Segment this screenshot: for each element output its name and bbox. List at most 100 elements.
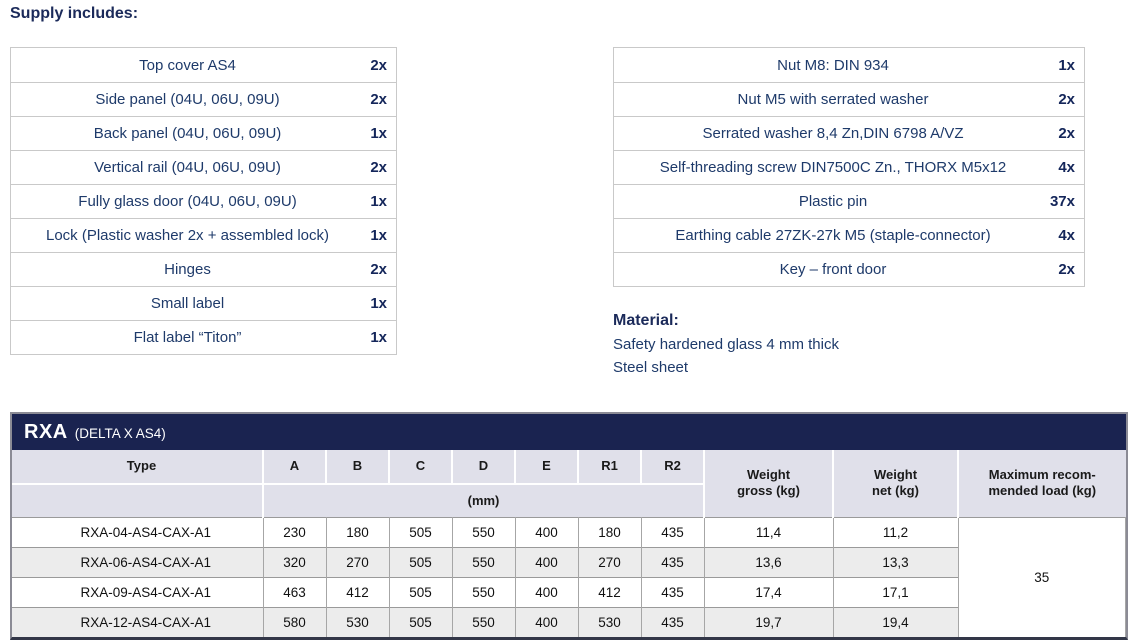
supply-row: Self-threading screw DIN7500C Zn., THORX…	[614, 150, 1084, 184]
supply-includes-heading: Supply includes:	[10, 5, 139, 22]
supply-row: Hinges 2x	[11, 252, 396, 286]
supply-row: Fully glass door (04U, 06U, 09U) 1x	[11, 184, 396, 218]
supply-item-qty: 2x	[1058, 261, 1075, 278]
supply-item-label: Plastic pin	[798, 193, 868, 210]
value-cell: 505	[389, 606, 453, 637]
value-cell: 400	[515, 576, 579, 607]
table-row: RXA-09-AS4-CAX-A1 463 412 505 550 400 412 435 17…	[12, 576, 1126, 607]
supply-item-qty: 1x	[370, 193, 387, 210]
supply-item-label: Flat label “Titon”	[133, 329, 242, 346]
value-cell: 505	[389, 516, 453, 547]
supply-row: Top cover AS4 2x	[11, 48, 396, 82]
supply-row: Vertical rail (04U, 06U, 09U) 2x	[11, 150, 396, 184]
max-load-cell: 35	[958, 516, 1126, 637]
value-cell: 412	[578, 576, 642, 607]
rxa-table: RXA (DELTA X AS4) Type A B C D E R1 R2	[10, 412, 1128, 640]
material-line: Steel sheet	[613, 359, 689, 376]
value-cell: 505	[389, 576, 453, 607]
column-header-r2: R2	[641, 450, 705, 485]
supply-row: Serrated washer 8,4 Zn,DIN 6798 A/VZ 2x	[614, 116, 1084, 150]
rxa-table-title-bar: RXA (DELTA X AS4)	[12, 414, 1126, 450]
value-cell: 180	[578, 516, 642, 547]
value-cell: 320	[263, 546, 327, 577]
empty-header-cell	[12, 484, 264, 517]
column-header-weight-net: Weight net (kg)	[833, 450, 959, 517]
supply-item-label: Earthing cable 27ZK-27k M5 (staple-conne…	[675, 227, 991, 244]
value-cell: 230	[263, 516, 327, 547]
material-section: Material: Safety hardened glass 4 mm thi…	[613, 312, 839, 379]
supply-row: Nut M8: DIN 934 1x	[614, 48, 1084, 82]
value-cell: 17,4	[704, 576, 834, 607]
supply-item-label: Small label	[150, 295, 225, 312]
supply-item-qty: 1x	[1058, 56, 1075, 74]
column-header-e: E	[515, 450, 579, 485]
value-cell: 11,4	[704, 516, 834, 547]
value-cell: 550	[452, 576, 516, 607]
rxa-unit-row: (mm)	[12, 484, 1126, 517]
supply-item-label: Side panel (04U, 06U, 09U)	[95, 91, 280, 108]
value-cell: 550	[452, 606, 516, 637]
column-header-max-load: Maximum recom-mended load (kg)	[958, 450, 1126, 517]
value-cell: 270	[578, 546, 642, 577]
supply-row: Earthing cable 27ZK-27k M5 (staple-conne…	[614, 218, 1084, 252]
value-cell: 270	[326, 546, 390, 577]
supply-row: Plastic pin 37x	[614, 184, 1084, 218]
value-cell: 13,3	[833, 546, 959, 577]
supply-row: Lock (Plastic washer 2x + assembled lock…	[11, 218, 396, 252]
value-cell: 530	[326, 606, 390, 637]
rxa-table-subtitle: (DELTA X AS4)	[74, 425, 166, 441]
rxa-spec-table: Type A B C D E R1 R2 Weight gross (kg) We…	[12, 450, 1126, 637]
weight-gross-line1: Weight	[746, 467, 791, 482]
supply-row: Small label 1x	[11, 286, 396, 320]
table-row: RXA-04-AS4-CAX-A1 230 180 505 550 400 180 435 11…	[12, 516, 1126, 637]
column-header-b: B	[326, 450, 390, 485]
column-header-a: A	[263, 450, 327, 485]
value-cell: 435	[641, 576, 705, 607]
supply-item-label: Vertical rail (04U, 06U, 09U)	[94, 159, 281, 176]
value-cell: 19,7	[704, 606, 834, 637]
supply-item-label: Lock (Plastic washer 2x + assembled lock…	[45, 227, 330, 244]
value-cell: 11,2	[833, 516, 959, 547]
value-cell: 435	[641, 546, 705, 577]
supply-item-label: Nut M8: DIN 934	[777, 56, 889, 74]
column-header-c: C	[389, 450, 453, 485]
supply-item-qty: 2x	[370, 56, 387, 74]
type-cell: RXA-09-AS4-CAX-A1	[12, 576, 264, 607]
value-cell: 435	[641, 606, 705, 637]
value-cell: 435	[641, 516, 705, 547]
unit-label-cell: (mm)	[263, 484, 705, 517]
material-heading: Material:	[613, 312, 679, 329]
rxa-table-title: RXA	[24, 420, 68, 443]
supply-row: Back panel (04U, 06U, 09U) 1x	[11, 116, 396, 150]
weight-gross-line2: gross (kg)	[737, 483, 800, 499]
supply-row: Nut M5 with serrated washer 2x	[614, 82, 1084, 116]
supply-row: Key – front door 2x	[614, 252, 1084, 286]
value-cell: 550	[452, 546, 516, 577]
supply-item-label: Nut M5 with serrated washer	[737, 91, 929, 108]
value-cell: 400	[515, 516, 579, 547]
weight-net-line2: net (kg)	[872, 483, 919, 499]
supply-item-qty: 2x	[1058, 91, 1075, 108]
value-cell: 400	[515, 606, 579, 637]
supply-item-qty: 2x	[370, 159, 387, 176]
value-cell: 505	[389, 546, 453, 577]
supply-item-label: Self-threading screw DIN7500C Zn., THORX…	[659, 159, 1007, 176]
supply-item-qty: 1x	[370, 125, 387, 142]
supply-item-qty: 37x	[1049, 193, 1075, 210]
value-cell: 13,6	[704, 546, 834, 577]
supply-item-label: Serrated washer 8,4 Zn,DIN 6798 A/VZ	[702, 125, 964, 142]
value-cell: 17,1	[833, 576, 959, 607]
value-cell: 530	[578, 606, 642, 637]
column-header-d: D	[452, 450, 516, 485]
max-load-line2: mended load (kg)	[988, 483, 1097, 499]
supply-item-qty: 1x	[370, 227, 387, 244]
value-cell: 412	[326, 576, 390, 607]
weight-net-line1: Weight	[873, 467, 918, 482]
value-cell: 180	[326, 516, 390, 547]
type-cell: RXA-04-AS4-CAX-A1	[12, 516, 264, 547]
column-header-weight-gross: Weight gross (kg)	[704, 450, 834, 517]
supply-item-label: Fully glass door (04U, 06U, 09U)	[78, 193, 297, 210]
column-header-type: Type	[12, 450, 264, 485]
supply-item-qty: 4x	[1058, 227, 1075, 244]
